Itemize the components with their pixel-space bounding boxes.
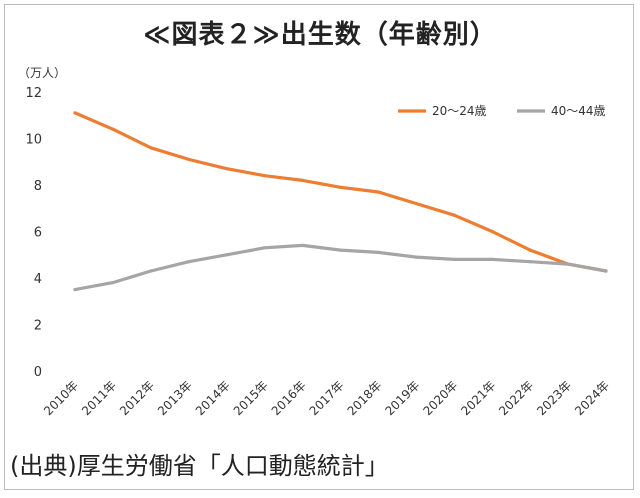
data-point [263,174,267,178]
y-axis-unit-label: （万人） [18,66,67,80]
data-point [149,146,153,150]
data-point [528,248,532,252]
data-point [338,185,343,189]
y-tick-label: 6 [34,226,42,241]
legend-label-1: 20～24歳 [432,104,487,118]
x-tick-label: 2021年 [458,378,498,418]
data-point [490,229,494,234]
legend-label-2: 40～44歳 [551,104,606,118]
data-point [414,202,418,206]
y-tick-label: 2 [34,319,42,334]
x-tick-label: 2023年 [534,378,574,418]
x-tick-label: 2015年 [231,378,271,418]
x-tick-label: 2012年 [117,378,157,418]
data-point [604,269,608,273]
x-tick-label: 2020年 [420,378,460,418]
y-tick-label: 0 [34,365,42,380]
data-point [73,288,77,292]
y-tick-label: 12 [25,86,42,101]
data-point [300,178,305,182]
data-point [187,157,191,162]
y-tick-label: 4 [34,272,42,287]
data-point [452,213,456,217]
series-line-1 [73,111,608,273]
data-point [528,260,532,264]
data-point [263,246,267,250]
x-tick-label: 2011年 [79,378,119,418]
data-point [338,248,343,252]
data-point [376,250,381,255]
data-point [111,127,115,131]
data-point [300,243,305,248]
x-tick-label: 2016年 [269,378,309,418]
x-tick-label: 2018年 [345,378,385,418]
data-point [566,262,570,266]
data-point [225,253,229,257]
x-tick-label: 2024年 [572,378,612,418]
data-point [376,190,381,194]
source-note: (出典)厚生労働省「人口動態統計」 [10,452,389,480]
data-point [414,255,418,259]
x-tick-label: 2017年 [307,378,347,418]
y-tick-label: 8 [34,179,42,194]
data-point [73,111,77,115]
data-point [490,257,494,261]
data-point [452,257,456,261]
data-point [187,260,191,264]
x-tick-label: 2019年 [382,378,422,418]
data-point [111,281,115,285]
x-tick-label: 2014年 [193,378,233,418]
x-tick-label: 2022年 [496,378,536,418]
series-line-2 [73,243,608,292]
data-point [225,167,229,171]
x-tick-label: 2010年 [41,378,81,418]
chart-title: ≪図表２≫出生数（年齢別） [143,20,497,50]
x-tick-label: 2013年 [155,378,195,418]
data-point [149,269,153,273]
y-tick-label: 10 [25,133,42,148]
